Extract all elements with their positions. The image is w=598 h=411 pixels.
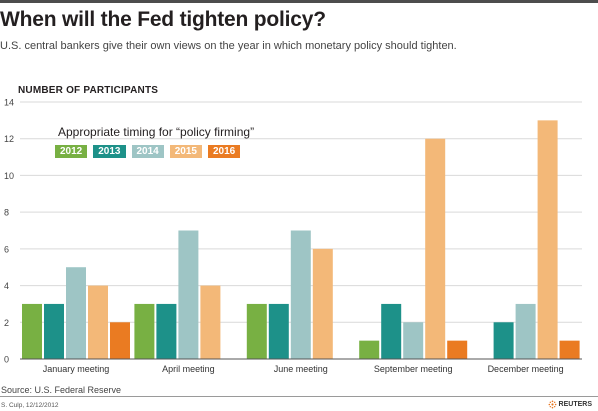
reuters-logo-icon	[548, 400, 557, 409]
legend: 2012 2013 2014 2015 2016	[55, 145, 241, 158]
bar-2016	[110, 322, 130, 359]
y-axis-title: NUMBER OF PARTICIPANTS	[18, 85, 159, 96]
y-tick-label: 0	[4, 355, 9, 365]
chart-subtitle: U.S. central bankers give their own view…	[0, 40, 457, 52]
bar-2016	[447, 340, 468, 359]
y-tick-label: 4	[4, 281, 9, 291]
bar-2015	[312, 248, 333, 359]
bar-2015	[88, 285, 108, 359]
legend-item-2014: 2014	[131, 145, 164, 158]
bar-2015	[537, 120, 558, 359]
bar-2013	[493, 322, 514, 359]
legend-item-2015: 2015	[169, 145, 202, 158]
x-tick-label: September meeting	[374, 364, 453, 374]
x-tick-label: June meeting	[274, 364, 328, 374]
bar-2014	[290, 230, 311, 359]
x-tick-label: December meeting	[488, 364, 564, 374]
reuters-brand: REUTERS	[548, 400, 592, 409]
bar-2013	[268, 303, 289, 359]
bar-2013	[44, 303, 64, 359]
bar-2014	[178, 230, 199, 359]
legend-item-2013: 2013	[93, 145, 126, 158]
bar-2013	[156, 303, 177, 359]
bottom-rule	[0, 396, 598, 397]
bar-2012	[22, 303, 42, 359]
y-tick-label: 6	[4, 244, 9, 254]
x-tick-label: April meeting	[162, 364, 215, 374]
y-tick-label: 12	[4, 134, 14, 144]
legend-item-2012: 2012	[55, 145, 88, 158]
y-tick-label: 8	[4, 208, 9, 218]
bar-2012	[246, 303, 267, 359]
bar-2015	[200, 285, 221, 359]
bar-2014	[515, 303, 536, 359]
bar-2012	[134, 303, 155, 359]
chart-title: When will the Fed tighten policy?	[0, 8, 326, 31]
source-note: Source: U.S. Federal Reserve	[1, 385, 122, 395]
legend-title: Appropriate timing for “policy firming”	[58, 125, 255, 139]
credit-note: S. Culp, 12/12/2012	[1, 402, 59, 409]
x-tick-label: January meeting	[43, 364, 110, 374]
bar-chart: 0 2 4 6 8 10 12 14 January meeting April meeting J…	[4, 98, 582, 374]
y-tick-label: 10	[4, 171, 14, 181]
bar-2013	[381, 303, 402, 359]
top-rule	[0, 0, 598, 3]
bar-2016	[559, 340, 580, 359]
bar-2014	[403, 322, 424, 359]
bar-2012	[359, 340, 380, 359]
y-tick-label: 14	[4, 98, 14, 108]
bar-2014	[66, 267, 86, 359]
reuters-wordmark: REUTERS	[558, 401, 592, 408]
y-tick-label: 2	[4, 318, 9, 328]
bar-2015	[425, 138, 446, 359]
legend-item-2016: 2016	[208, 145, 241, 158]
